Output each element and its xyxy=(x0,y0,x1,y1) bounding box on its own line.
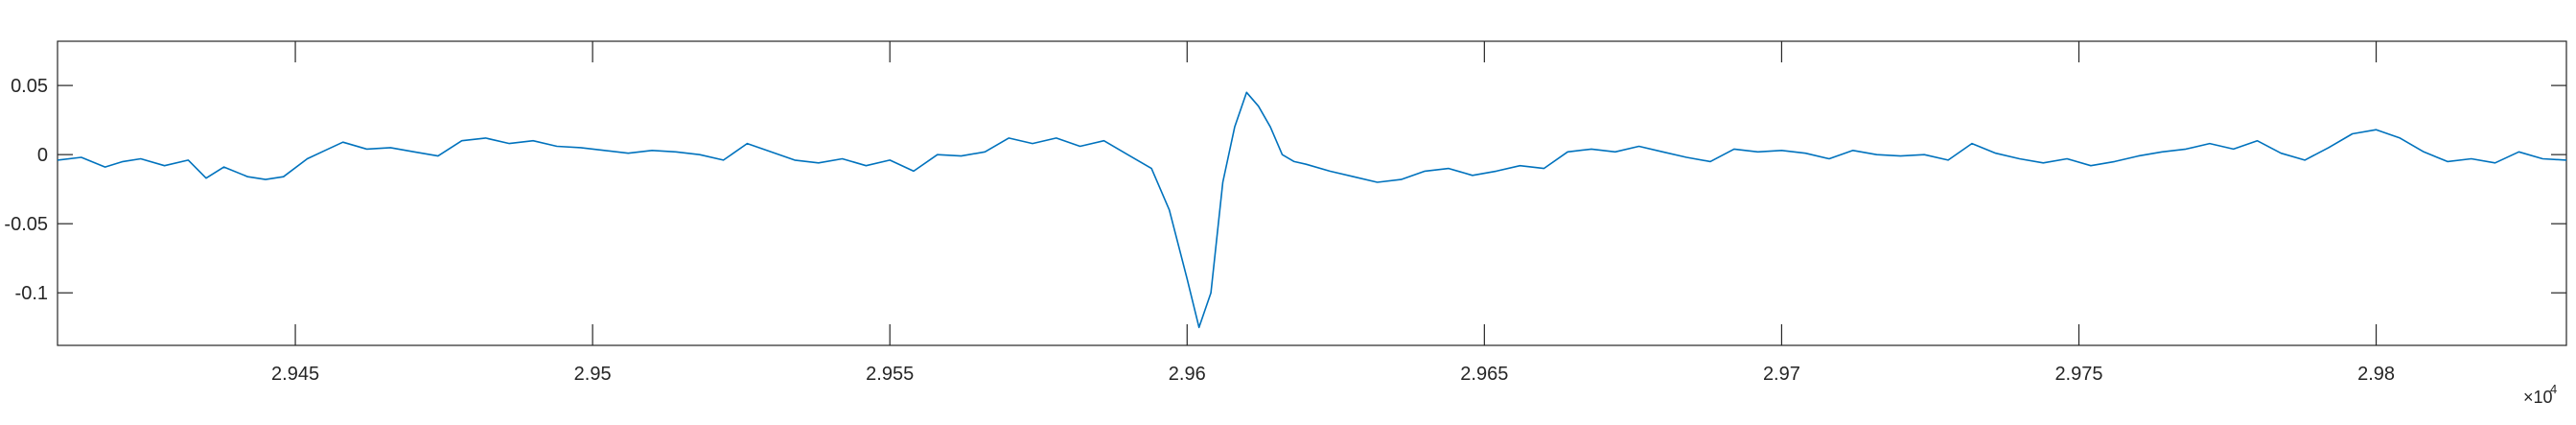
x-tick-label: 2.975 xyxy=(2054,364,2102,385)
series-line xyxy=(57,91,2567,329)
y-tick-label: 0 xyxy=(37,145,48,166)
x-tick-label: 2.945 xyxy=(271,364,319,385)
y-tick-label: -0.1 xyxy=(15,283,48,304)
x-tick-label: 2.96 xyxy=(1169,364,1206,385)
x-exponent-label: ×10 4 xyxy=(2523,382,2557,407)
x-exponent-power: 4 xyxy=(2550,382,2557,396)
plot-frame xyxy=(57,40,2567,346)
x-exponent-base: ×10 xyxy=(2523,388,2553,407)
series-layer xyxy=(57,91,2567,329)
y-tick-label: 0.05 xyxy=(11,76,48,97)
x-tick-label: 2.98 xyxy=(2357,364,2395,385)
axes-box xyxy=(57,40,2567,346)
x-tick-label: 2.95 xyxy=(574,364,612,385)
y-axis: 0.05 0 -0.05 -0.1 xyxy=(4,76,2566,304)
x-tick-label: 2.955 xyxy=(866,364,914,385)
x-tick-label: 2.965 xyxy=(1460,364,1508,385)
x-tick-label: 2.97 xyxy=(1763,364,1800,385)
x-axis: 2.945 2.95 2.955 2.96 2.965 2.97 2.975 2.98 xyxy=(271,41,2395,385)
y-tick-label: -0.05 xyxy=(4,214,48,235)
